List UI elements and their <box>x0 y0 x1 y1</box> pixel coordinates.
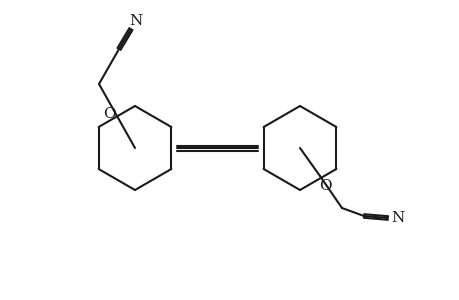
Text: N: N <box>129 14 142 28</box>
Text: O: O <box>318 179 330 193</box>
Text: N: N <box>391 211 404 225</box>
Text: O: O <box>102 107 115 121</box>
